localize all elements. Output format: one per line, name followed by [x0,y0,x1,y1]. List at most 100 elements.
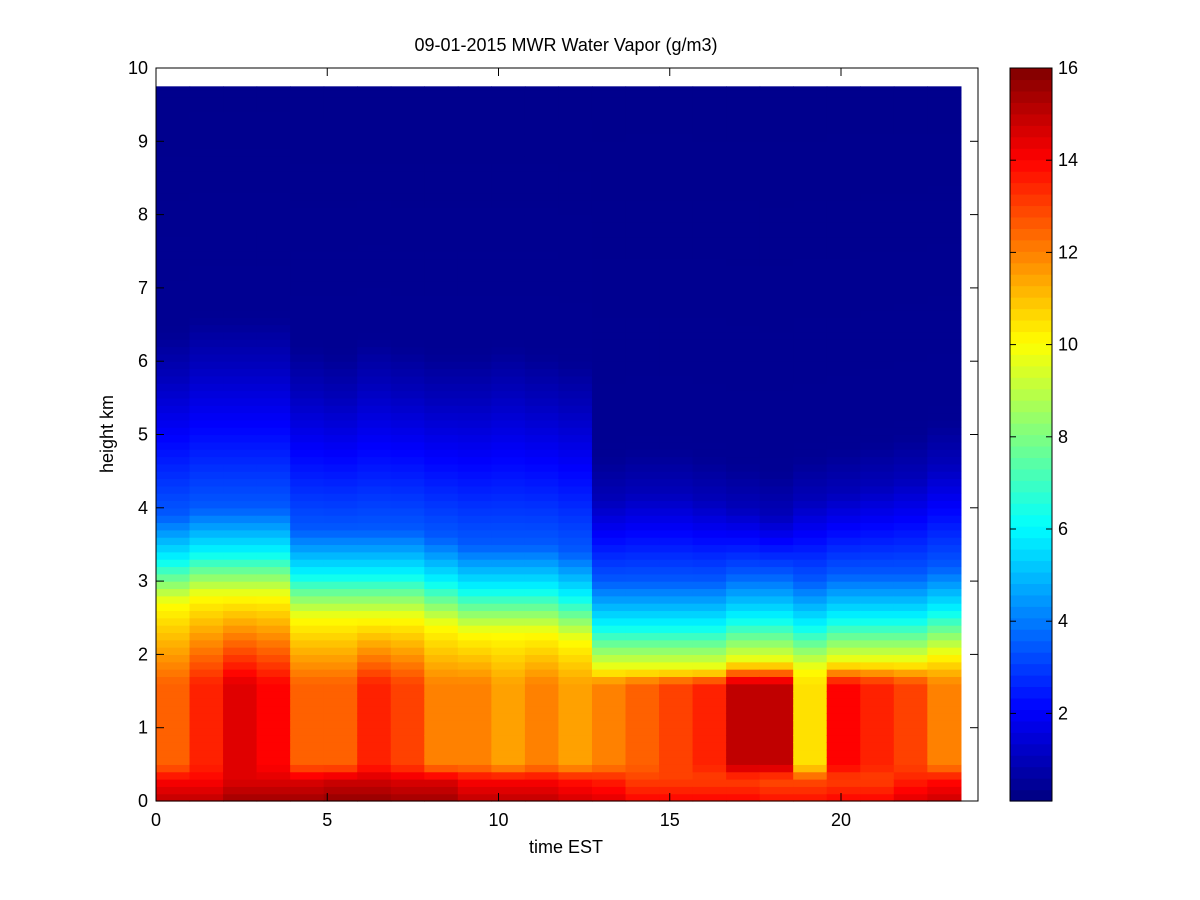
heatmap-cell [357,735,392,743]
heatmap-cell [524,368,560,377]
heatmap-cell [759,705,794,714]
heatmap-cell [189,441,224,450]
heatmap-cell [726,735,761,743]
y-tick-label: 9 [138,131,148,151]
heatmap-cell [759,177,794,186]
heatmap-cell [189,647,224,655]
heatmap-cell [357,258,392,267]
heatmap-cell [156,683,191,692]
heatmap-cell [893,390,928,399]
heatmap-cell [156,280,191,289]
heatmap-cell [893,603,928,612]
heatmap-cell [793,390,828,399]
heatmap-cell [156,463,191,472]
heatmap-cell [625,588,660,597]
heatmap-cell [793,705,828,714]
heatmap-cell [524,603,560,612]
heatmap-cell [759,544,794,553]
heatmap-cell [424,779,459,787]
heatmap-cell [927,529,962,538]
heatmap-cell [323,339,358,348]
heatmap-cell [457,397,492,406]
heatmap-cell [357,632,392,641]
heatmap-cell [524,177,560,186]
heatmap-cell [256,625,291,634]
heatmap-cell [793,603,828,612]
heatmap-cell [659,353,694,362]
colorbar-tick-label: 12 [1058,242,1078,262]
heatmap-cell [692,544,727,553]
heatmap-cell [591,698,627,707]
heatmap-cell [558,478,593,487]
heatmap-cell [357,720,392,729]
heatmap-cell [357,302,392,311]
heatmap-cell [927,207,962,216]
heatmap-cell [290,779,325,787]
heatmap-cell [927,683,962,692]
heatmap-cell [759,368,794,377]
heatmap-cell [390,258,425,267]
heatmap-cell [826,705,861,714]
heatmap-cell [357,375,392,384]
heatmap-cell [357,566,392,575]
heatmap-cell [826,214,861,223]
heatmap-cell [457,676,492,685]
heatmap-cell [726,537,761,546]
heatmap-cell [491,463,526,472]
heatmap-cell [793,339,828,348]
heatmap-cell [692,793,727,802]
heatmap-cell [625,559,660,568]
colorbar-cells [1010,68,1052,802]
heatmap-cell [390,214,425,223]
heatmap-cell [457,507,492,516]
heatmap-cell [793,86,828,91]
heatmap-cell [893,705,928,714]
heatmap-cell [323,280,358,289]
heatmap-cell [793,632,828,641]
heatmap-cell [591,119,627,128]
heatmap-cell [189,434,224,443]
heatmap-cell [189,610,224,619]
heatmap-cell [591,764,627,773]
heatmap-cell [625,192,660,201]
heatmap-cell [659,478,694,487]
heatmap-cell [189,478,224,487]
heatmap-cell [524,595,560,604]
heatmap-cell [759,698,794,707]
heatmap-cell [591,603,627,612]
colorbar-segment [1010,285,1052,298]
heatmap-cell [893,258,928,267]
heatmap-cell [457,661,492,670]
heatmap-cell [290,581,325,590]
heatmap-cell [659,764,694,773]
heatmap-cell [256,559,291,568]
heatmap-cell [793,691,828,699]
heatmap-cell [726,529,761,538]
heatmap-cell [323,324,358,333]
heatmap-cell [591,192,627,201]
heatmap-cell [659,735,694,743]
heatmap-cell [927,89,962,98]
heatmap-cell [390,236,425,245]
heatmap-cell [659,192,694,201]
heatmap-cell [726,368,761,377]
heatmap-cell [256,295,291,304]
heatmap-cell [323,471,358,480]
heatmap-cell [692,317,727,326]
heatmap-cell [860,588,895,597]
heatmap-cell [390,661,425,670]
heatmap-cell [793,698,828,707]
heatmap-cell [290,258,325,267]
heatmap-cell [290,412,325,421]
heatmap-cell [659,390,694,399]
heatmap-cell [390,97,425,106]
heatmap-cell [625,221,660,230]
heatmap-cell [625,427,660,436]
heatmap-cell [726,97,761,106]
heatmap-cell [189,155,224,164]
heatmap-cell [491,742,526,751]
heatmap-cell [189,353,224,362]
heatmap-cell [524,793,560,802]
